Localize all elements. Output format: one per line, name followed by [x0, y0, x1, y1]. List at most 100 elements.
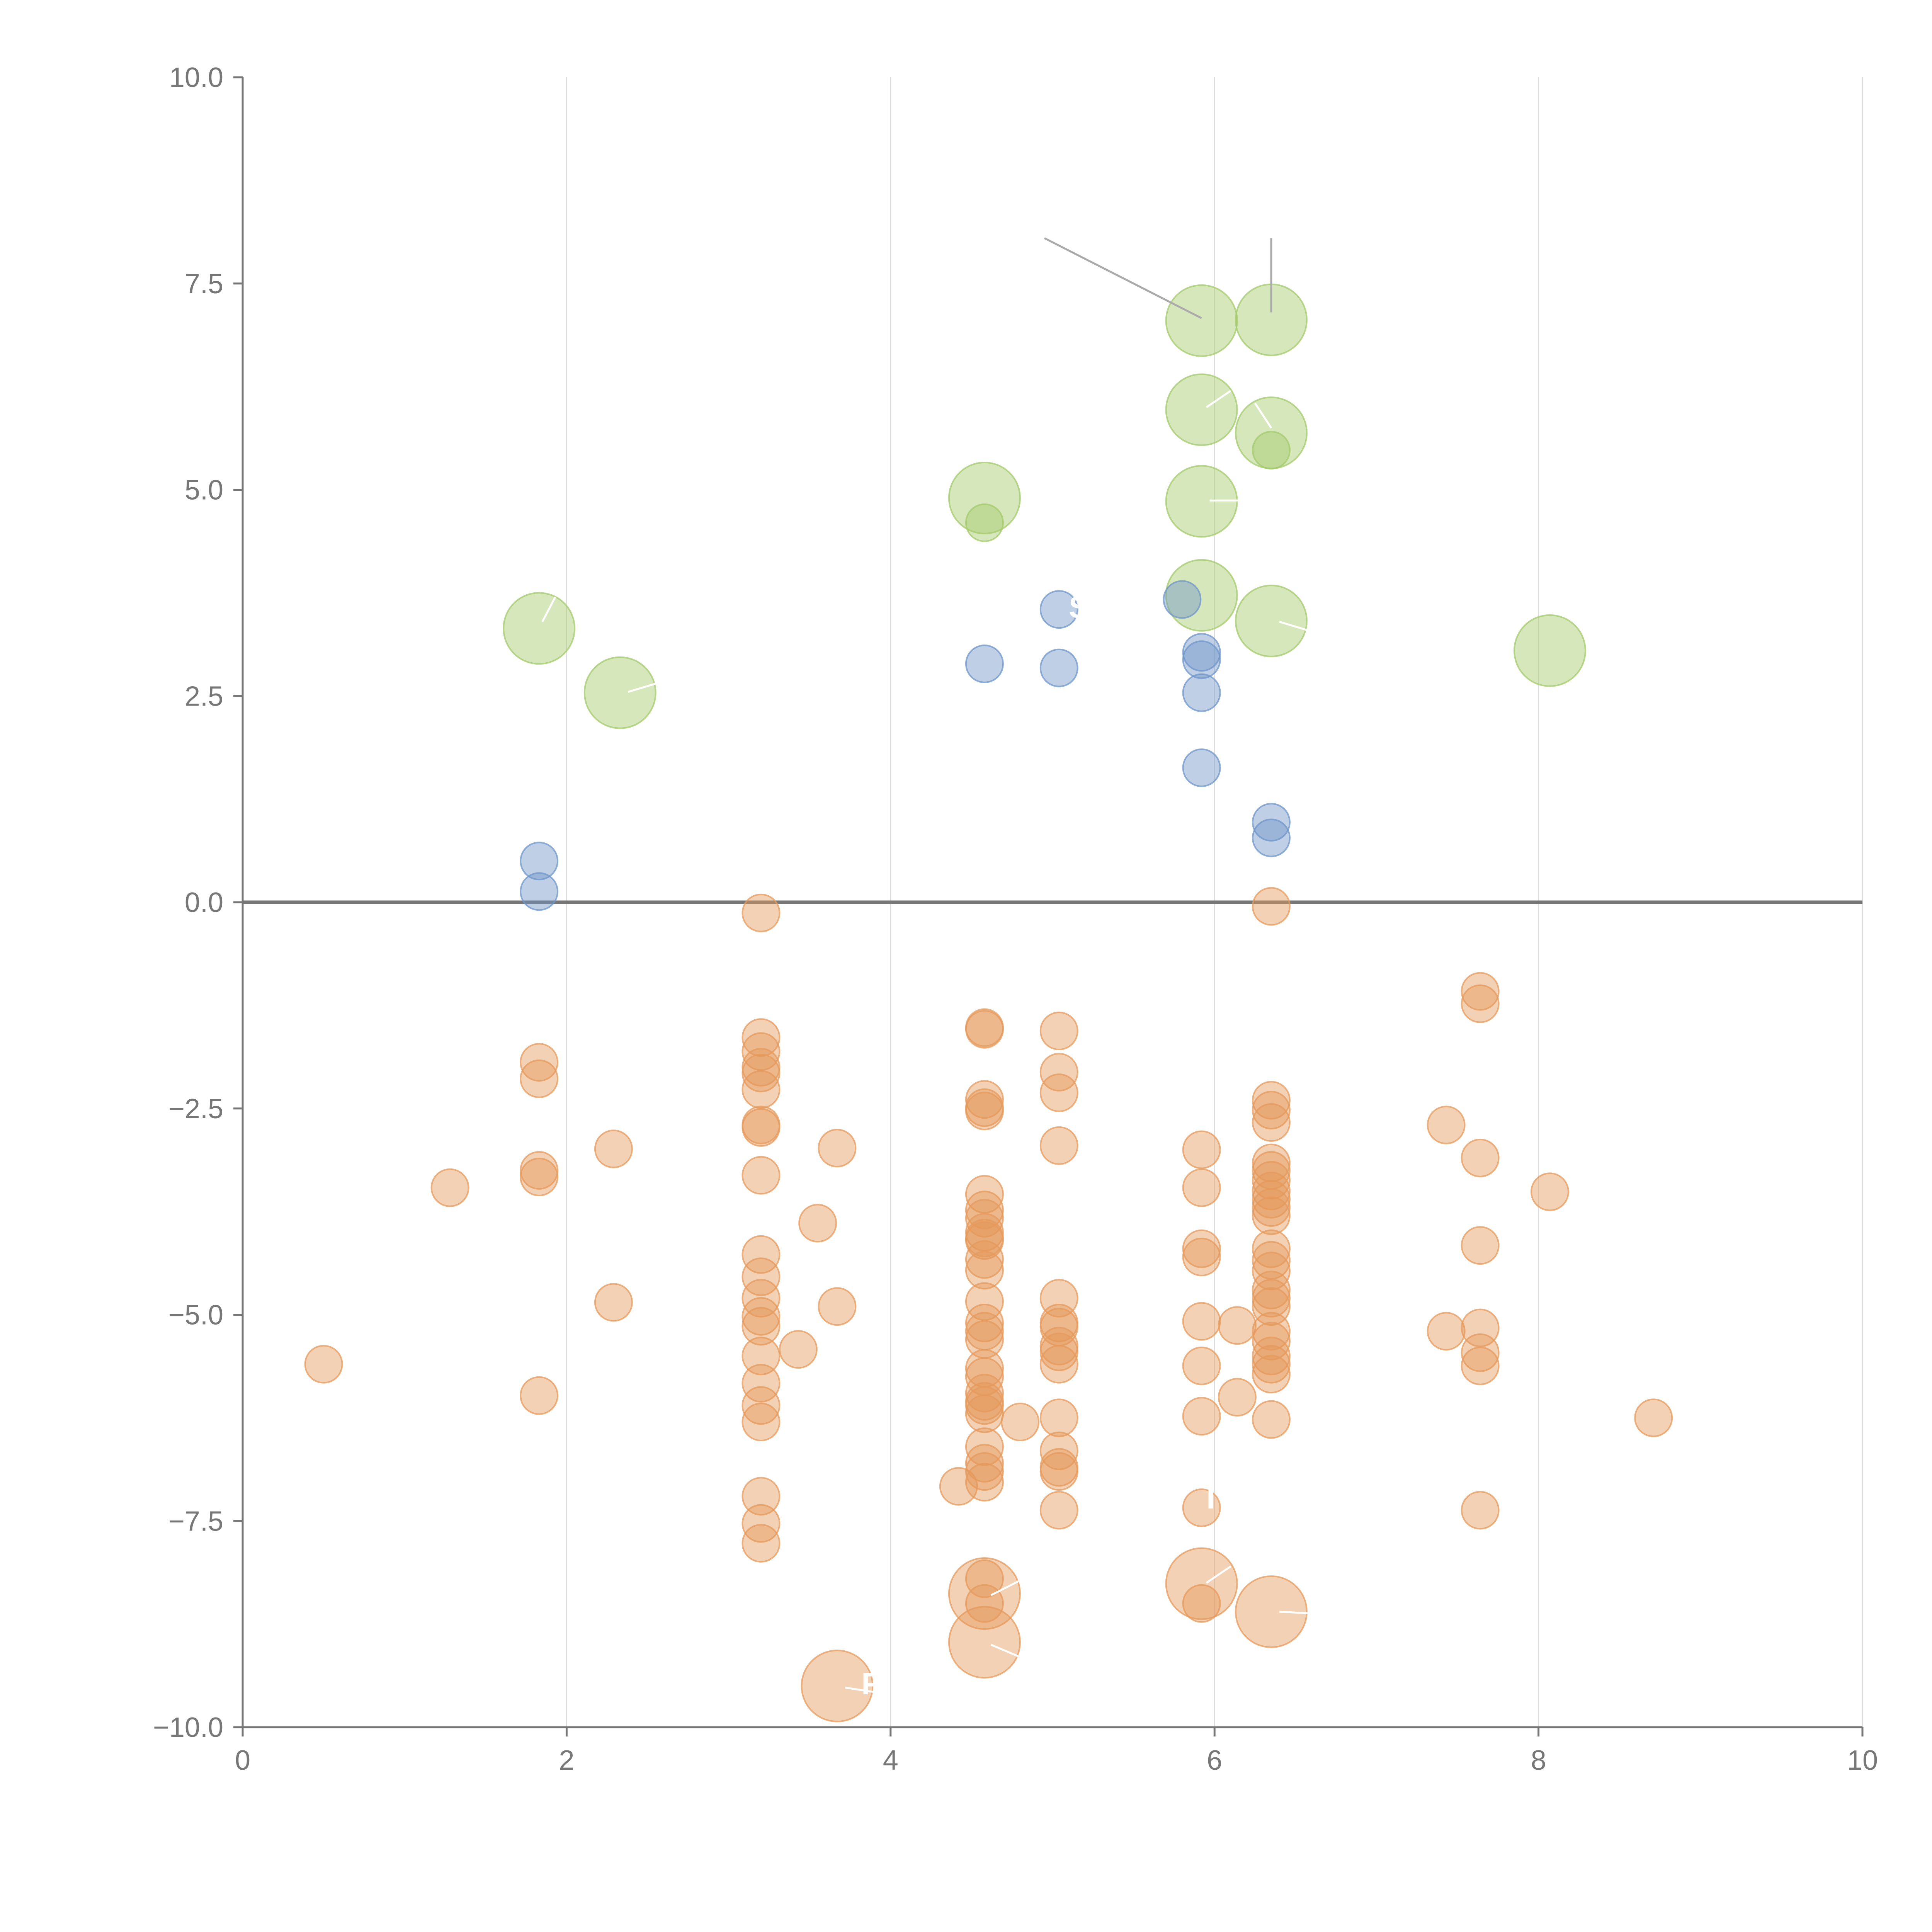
- blue-data-point: [1163, 580, 1202, 619]
- orange-data-point: [965, 1190, 1004, 1230]
- y-tick-label: −5.0: [168, 1300, 223, 1331]
- orange-data-point: [965, 1251, 1004, 1290]
- orange-data-point: [965, 1199, 1004, 1238]
- orange-data-point: [1252, 1270, 1291, 1310]
- orange-data-point: [1252, 1081, 1291, 1120]
- x-tick-label: 4: [883, 1745, 898, 1776]
- orange-data-point: [742, 1018, 781, 1057]
- orange-data-point: [948, 1606, 1021, 1679]
- tick-marks: 0 2 4 6 8 10 −10.0 −7.5 −5.0 −2.5 0.0 2.5 5.0 7.5 10.0: [153, 62, 1878, 1776]
- orange-data-point: [1039, 1053, 1078, 1092]
- x-tick-label: 0: [235, 1745, 250, 1776]
- orange-data-point: [1182, 1130, 1221, 1169]
- point-annotation: I: [1206, 1481, 1215, 1515]
- orange-data-point: [304, 1345, 343, 1384]
- orange-data-point: [965, 1463, 1004, 1502]
- orange-data-point: [1252, 1355, 1291, 1394]
- y-tick-label: −10.0: [153, 1712, 223, 1743]
- orange-data-point: [1182, 1346, 1221, 1385]
- orange-data-point: [965, 1213, 1004, 1252]
- orange-data-point: [594, 1129, 633, 1168]
- orange-data-point: [1252, 1321, 1291, 1361]
- green-data-point: [1235, 584, 1308, 657]
- x-tick-label: 10: [1847, 1745, 1878, 1776]
- leader-line: [1206, 390, 1231, 408]
- blue-data-point: [1252, 818, 1291, 857]
- orange-data-point: [1039, 1491, 1078, 1530]
- orange-data-point: [1252, 1188, 1291, 1227]
- orange-data-point: [742, 1504, 781, 1543]
- orange-data-point: [742, 1524, 781, 1563]
- orange-data-point: [742, 1032, 781, 1071]
- orange-data-point: [742, 1403, 781, 1442]
- orange-data-point: [742, 1053, 781, 1092]
- orange-data-point: [742, 1337, 781, 1376]
- orange-data-point: [1039, 1431, 1078, 1470]
- orange-data-point: [1039, 1073, 1078, 1112]
- orange-data-point: [1530, 1172, 1569, 1211]
- leader-lines: [541, 237, 1312, 1694]
- orange-data-point: [1252, 1180, 1291, 1219]
- orange-data-point: [1182, 1488, 1221, 1527]
- green-data-point: [1252, 431, 1291, 470]
- orange-data-point: [1252, 1241, 1291, 1280]
- blue-data-point: [1182, 748, 1221, 787]
- green-data-point: [965, 503, 1004, 542]
- y-tick-label: −2.5: [168, 1094, 223, 1124]
- orange-data-point: [594, 1283, 633, 1322]
- orange-data-point: [742, 1156, 781, 1195]
- orange-data-point: [818, 1287, 857, 1326]
- orange-data-point: [1252, 1345, 1291, 1384]
- orange-data-point: [965, 1386, 1004, 1425]
- orange-data-point: [1427, 1312, 1466, 1351]
- orange-data-point: [1461, 1346, 1500, 1385]
- leader-line: [1254, 402, 1272, 429]
- leader-line: [1044, 237, 1202, 319]
- green-data-point: [503, 592, 576, 665]
- blue-data-point: [1039, 590, 1078, 629]
- orange-data-point: [742, 1048, 781, 1087]
- y-tick-label: 2.5: [185, 681, 223, 712]
- x-tick-label: 6: [1207, 1745, 1222, 1776]
- y-tick-label: 10.0: [169, 62, 223, 93]
- green-data-point: [1513, 614, 1586, 687]
- orange-data-point: [965, 1303, 1004, 1342]
- blue-data-point: [1182, 673, 1221, 712]
- leader-line: [541, 596, 556, 622]
- orange-data-point: [1461, 1226, 1500, 1265]
- orange-data-point: [742, 1477, 781, 1516]
- y-tick-label: −7.5: [168, 1506, 223, 1537]
- point-annotation: S: [1069, 590, 1089, 624]
- orange-data-point: [965, 1175, 1004, 1214]
- orange-data-point: [801, 1650, 874, 1723]
- leader-line: [628, 682, 656, 693]
- orange-data-point: [1235, 1575, 1308, 1648]
- orange-data-point: [742, 1386, 781, 1425]
- orange-data-point: [742, 893, 781, 932]
- orange-data-point: [965, 1584, 1004, 1623]
- blue-data-point: [1252, 803, 1291, 842]
- orange-data-point: [1427, 1105, 1466, 1145]
- orange-data-point: [1252, 887, 1291, 926]
- y-tick-label: 0.0: [185, 887, 223, 918]
- orange-data-point: [1252, 1103, 1291, 1142]
- orange-data-point: [1001, 1403, 1040, 1442]
- orange-data-point: [742, 1364, 781, 1403]
- orange-data-point: [1252, 1400, 1291, 1439]
- y-tick-label: 7.5: [185, 269, 223, 299]
- orange-data-point: [1182, 1584, 1221, 1623]
- orange-data-point: [742, 1297, 781, 1336]
- orange-data-point: [1039, 1398, 1078, 1437]
- data-points: [304, 283, 1673, 1723]
- blue-data-point: [520, 842, 559, 881]
- leader-line: [1279, 621, 1307, 631]
- orange-data-point: [1039, 1452, 1078, 1491]
- green-data-point: [1165, 559, 1238, 632]
- orange-data-point: [1182, 1229, 1221, 1268]
- orange-data-point: [1039, 1345, 1078, 1384]
- orange-data-point: [965, 1080, 1004, 1119]
- orange-data-point: [1039, 1126, 1078, 1165]
- leader-line: [845, 1687, 878, 1694]
- orange-data-point: [1218, 1378, 1257, 1417]
